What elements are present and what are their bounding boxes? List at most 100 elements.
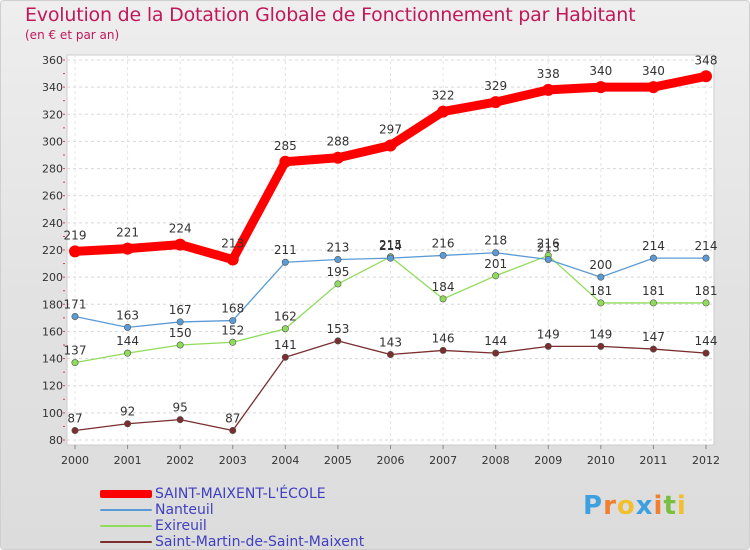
data-label: 144 xyxy=(484,334,507,348)
data-point xyxy=(281,325,289,333)
y-tick-label: 120 xyxy=(42,380,63,393)
data-label: 171 xyxy=(64,298,87,312)
data-point xyxy=(71,312,79,320)
legend-label: Saint-Martin-de-Saint-Maixent xyxy=(155,534,365,550)
y-tick-label: 140 xyxy=(42,353,63,366)
data-label: 288 xyxy=(326,135,349,149)
y-tick-label: 320 xyxy=(42,108,63,121)
data-label: 162 xyxy=(274,310,297,324)
data-label: 141 xyxy=(274,338,297,352)
data-point xyxy=(121,242,134,255)
data-point xyxy=(439,251,447,259)
data-point xyxy=(649,254,657,262)
legend-label: SAINT-MAIXENT-L'ÉCOLE xyxy=(155,486,326,502)
y-tick-label: 300 xyxy=(42,135,63,148)
x-tick-label: 2002 xyxy=(166,454,194,467)
x-tick-label: 2007 xyxy=(429,454,457,467)
data-point xyxy=(124,420,132,428)
data-label: 143 xyxy=(379,336,402,350)
chart-title: Evolution de la Dotation Globale de Fonc… xyxy=(25,4,636,26)
legend-swatch xyxy=(100,541,152,543)
data-point xyxy=(334,255,342,263)
data-point xyxy=(229,338,237,346)
data-point xyxy=(439,346,447,354)
data-point xyxy=(334,280,342,288)
data-point xyxy=(597,273,605,281)
data-point xyxy=(334,337,342,345)
legend-item-exireuil: Exireuil xyxy=(100,518,364,534)
y-tick-label: 280 xyxy=(42,163,63,176)
data-label: 146 xyxy=(432,331,455,345)
y-tick-label: 180 xyxy=(42,298,63,311)
data-label: 215 xyxy=(379,238,402,252)
data-point xyxy=(649,299,657,307)
data-label: 338 xyxy=(537,67,560,81)
data-point xyxy=(489,96,502,109)
data-label: 322 xyxy=(432,89,455,103)
y-tick-label: 160 xyxy=(42,325,63,338)
data-label: 285 xyxy=(274,139,297,153)
x-tick-label: 2003 xyxy=(219,454,247,467)
data-point xyxy=(492,272,500,280)
data-point xyxy=(702,254,710,262)
data-label: 201 xyxy=(484,257,507,271)
legend-item-saint-maixent: SAINT-MAIXENT-L'ÉCOLE xyxy=(100,486,364,502)
y-tick-label: 360 xyxy=(42,54,63,67)
data-point xyxy=(700,70,712,83)
data-point xyxy=(226,253,239,266)
data-label: 214 xyxy=(642,239,665,253)
data-point xyxy=(492,249,500,257)
data-point xyxy=(71,426,79,434)
data-label: 219 xyxy=(64,228,87,242)
data-point xyxy=(386,254,394,262)
data-point xyxy=(544,255,552,263)
legend-label: Nanteuil xyxy=(155,502,214,518)
data-label: 168 xyxy=(221,302,244,316)
x-tick-label: 2004 xyxy=(271,454,299,467)
legend: SAINT-MAIXENT-L'ÉCOLE Nanteuil Exireuil … xyxy=(100,486,364,550)
data-label: 137 xyxy=(64,344,87,358)
data-point xyxy=(542,83,555,96)
data-point xyxy=(649,345,657,353)
data-label: 348 xyxy=(695,53,718,67)
legend-swatch xyxy=(100,509,152,511)
data-point xyxy=(124,349,132,357)
data-point xyxy=(702,299,710,307)
data-point xyxy=(384,139,397,152)
x-tick-label: 2008 xyxy=(482,454,510,467)
data-label: 213 xyxy=(221,237,244,251)
logo-letter: t xyxy=(663,491,677,521)
x-tick-label: 2012 xyxy=(692,454,720,467)
proxiti-logo: Proxiti xyxy=(583,491,687,521)
data-label: 200 xyxy=(589,258,612,272)
data-point xyxy=(647,81,660,94)
x-tick-label: 2001 xyxy=(114,454,142,467)
data-label: 340 xyxy=(642,64,665,78)
y-tick-label: 340 xyxy=(42,81,63,94)
x-tick-label: 2000 xyxy=(61,454,89,467)
y-tick-label: 220 xyxy=(42,244,63,257)
data-point xyxy=(597,342,605,350)
x-tick-label: 2010 xyxy=(587,454,615,467)
legend-swatch xyxy=(100,525,152,527)
legend-label: Exireuil xyxy=(155,518,207,534)
data-point xyxy=(71,359,79,367)
data-label: 214 xyxy=(379,239,402,253)
y-tick-label: 100 xyxy=(42,407,63,420)
data-point xyxy=(176,341,184,349)
data-point xyxy=(229,426,237,434)
data-label: 95 xyxy=(173,401,188,415)
x-tick-label: 2009 xyxy=(534,454,562,467)
data-label: 213 xyxy=(537,241,560,255)
data-point xyxy=(437,105,450,118)
legend-item-saint-martin: Saint-Martin-de-Saint-Maixent xyxy=(100,534,364,550)
data-label: 216 xyxy=(432,236,455,250)
x-tick-label: 2006 xyxy=(377,454,405,467)
data-label: 153 xyxy=(326,322,349,336)
data-label: 224 xyxy=(169,222,192,236)
data-point xyxy=(124,323,132,331)
data-label: 340 xyxy=(589,64,612,78)
data-point xyxy=(594,81,607,94)
data-point xyxy=(174,238,187,251)
